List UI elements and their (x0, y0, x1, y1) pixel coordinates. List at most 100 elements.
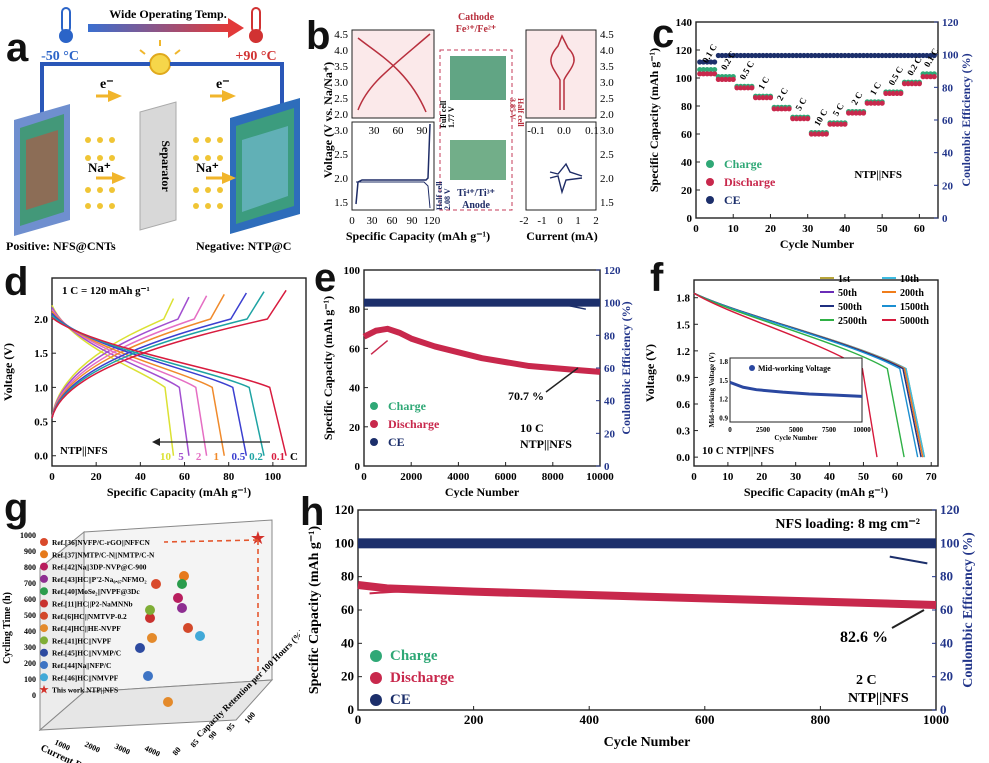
legend-label: Ref.[44]Na||NFP/C (52, 661, 111, 670)
x-tick-label: 60 (892, 471, 904, 483)
y-tick-label: 2.5 (600, 149, 614, 161)
legend-marker-ce (706, 196, 714, 204)
discharge-point (931, 74, 937, 80)
data-sphere (145, 605, 155, 615)
discharge-point (723, 76, 729, 82)
plot-frame (693, 279, 939, 467)
ce-point (745, 52, 751, 59)
panel-label: d (4, 260, 29, 304)
x-tick-label: 30 (790, 471, 802, 483)
panel-h: h 0 200 400 600 800 1000 0 20 40 60 80 100 120 0 20 40 6… (300, 492, 989, 763)
y-tick-label: 140 (676, 17, 693, 29)
panel-c-chart: 0 10 20 30 40 50 60 0 20 40 60 80 100 120 140 0 20 40 60 80… (647, 17, 973, 251)
y-tick-label: 1.8 (676, 293, 690, 305)
rate: 10 C (520, 421, 544, 435)
y-tick-label: 2.0 (600, 173, 614, 185)
ce-point (812, 52, 818, 59)
annotation: NTP||NFS (520, 437, 572, 451)
legend-marker (40, 624, 48, 633)
panel-b-chart: Voltage (V vs. Na/Na⁺) Specific Capacity… (321, 12, 614, 243)
rate-label: 5 C (793, 96, 808, 112)
positive-label: Positive: NFS@CNTs (6, 239, 116, 253)
annotation: 10 C NTP||NFS (702, 445, 774, 457)
y-tick-label: 1.0 (34, 382, 48, 394)
inset-x-tick: 5000 (789, 426, 804, 434)
guide-lines (163, 539, 259, 674)
ce-point (864, 52, 870, 59)
discharge-point (700, 71, 707, 77)
y-tick-label: 3.0 (600, 77, 614, 89)
y-tick-label: 40 (349, 383, 361, 395)
left-arrow (369, 589, 422, 595)
charge-point (704, 67, 710, 73)
x-tick-label: 30 (802, 223, 814, 235)
legend-label: Ref.[36]NVFP/C-rGO||NFFCN (52, 538, 151, 547)
y-tick-label: 4.5 (334, 29, 348, 41)
temp-high: +90 °C (235, 49, 276, 64)
ce-point (771, 52, 777, 59)
y2-tick-label: 20 (940, 669, 953, 684)
x-tick-label: 2000 (83, 740, 101, 755)
discharge-point (704, 71, 710, 77)
y2-axis-label: Coulombic Efficiency (%) (961, 532, 976, 688)
panel-f-chart: 0 10 20 30 40 50 60 70 0.0 0.3 0.6 0.9 1.2 1.5 1.8 Spec… (643, 274, 939, 498)
y-tick-label: 900 (24, 547, 36, 556)
y-axis-label: Voltage (V) (643, 344, 657, 402)
cathode-charge-curve (357, 33, 431, 111)
rate-label: 1 C (756, 75, 771, 91)
ce-band (358, 538, 936, 549)
anode-cv-curve (549, 162, 583, 195)
panel-label: a (6, 26, 29, 70)
ce-point (790, 52, 796, 59)
discharge-point (786, 106, 792, 112)
x-tick-label: 4000 (447, 471, 470, 483)
discharge-point (712, 71, 718, 77)
ce-point (819, 52, 826, 59)
y-tick-label: 1.5 (600, 197, 614, 209)
rate-note: 1 C = 120 mAh g⁻¹ (62, 285, 150, 297)
discharge-point (730, 76, 736, 82)
ce-point (719, 52, 725, 59)
inset-y-tick: 0.9 (719, 414, 728, 422)
legend-marker (40, 587, 48, 596)
legend-label: Ref.[11]HC||P2-NaMNNb (52, 600, 133, 609)
retention-arrow (891, 609, 925, 629)
y-axis-label: Specific Capacity (mAh g⁻¹) (321, 296, 335, 440)
x-tick-label: 20 (91, 471, 103, 483)
rate-unit: C (290, 451, 298, 463)
x-tick-label: 40 (824, 471, 836, 483)
legend-marker-charge (706, 160, 714, 168)
legend-marker (40, 562, 48, 571)
y-tick-label: 80 (341, 569, 354, 584)
ce-point (860, 52, 867, 59)
inset-x-tick: 7500 (822, 426, 837, 434)
panel-d: d 0 20 40 60 80 100 0.0 0.5 1.0 1.5 2.0 Specific Ca… (0, 258, 318, 498)
battery-schematic: Wide Operating Temp. -50 °C +90 °C e⁻ e⁻… (6, 7, 300, 253)
data-sphere (177, 579, 187, 589)
discharge-point (879, 100, 885, 106)
legend-label: 5000th (900, 316, 929, 327)
anode-structure-image (450, 140, 506, 180)
separator (139, 101, 177, 231)
anode-text: Anode (462, 200, 490, 211)
x-axis-label: Specific Capacity (mAh g⁻¹) (744, 485, 888, 498)
legend-label: 50th (838, 288, 857, 299)
legend-marker (40, 599, 48, 608)
sodium-left: Na⁺ (88, 160, 111, 175)
panel-label: g (4, 486, 29, 530)
legend-label-discharge: Discharge (390, 670, 454, 686)
discharge-point (927, 74, 934, 80)
y2-tick-label: 80 (604, 330, 616, 342)
x-tick-label: 0 (691, 471, 697, 483)
y-tick-label: 0 (687, 213, 693, 225)
charge-point (708, 67, 714, 73)
legend-label: 2500th (838, 316, 867, 327)
y2-tick-label: 40 (942, 148, 954, 160)
legend-label: 200th (900, 288, 924, 299)
x-tick-label: 40 (135, 471, 147, 483)
b-ylabel: Voltage (V vs. Na/Na⁺) (321, 62, 335, 178)
y-tick-label: 0 (348, 702, 355, 717)
discharge-point (708, 71, 714, 77)
ce-point (704, 59, 710, 65)
